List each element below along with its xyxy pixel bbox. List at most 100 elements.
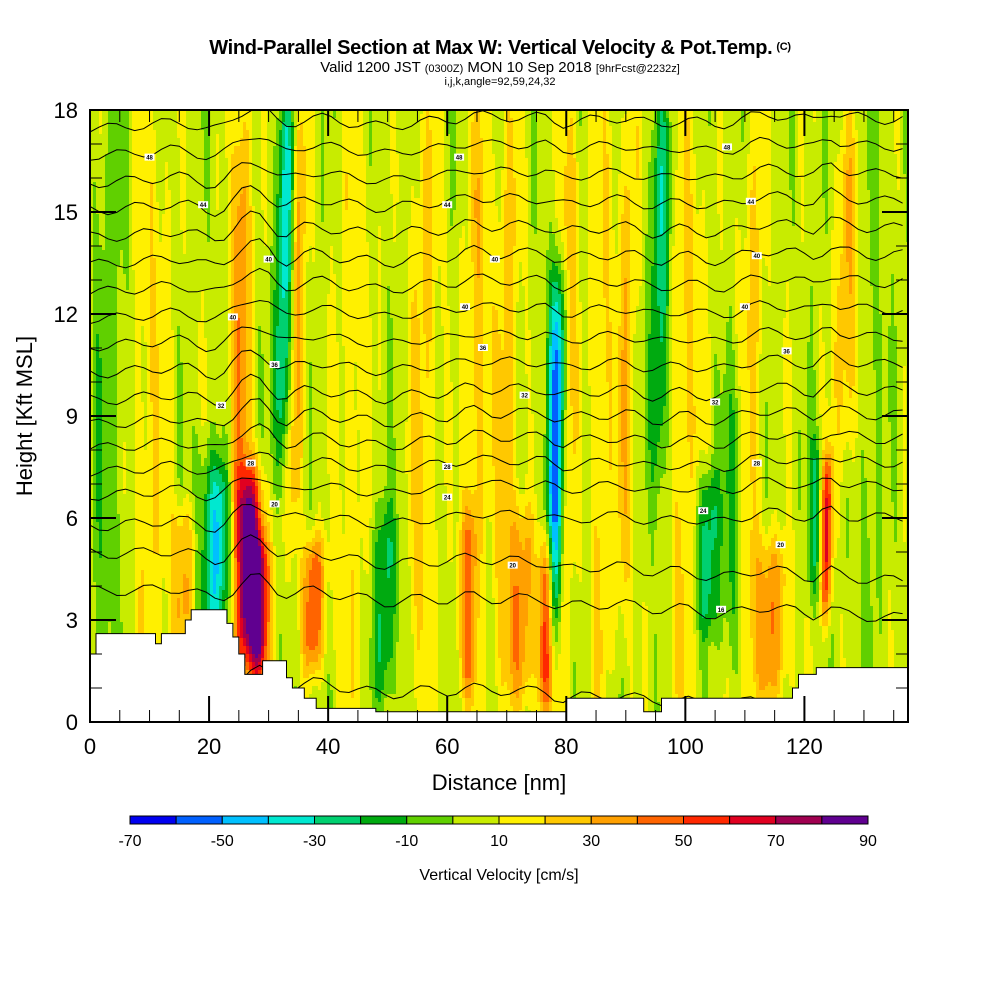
w-cell [261,110,265,211]
w-cell [540,526,544,547]
w-cell [624,278,628,515]
contour-label-box [269,361,280,368]
w-cell [624,186,628,279]
w-cell [516,530,520,587]
w-cell [354,110,358,363]
w-cell [615,630,619,722]
w-cell [621,562,625,615]
w-cell [153,554,157,687]
w-cell [393,110,397,243]
w-cell [324,654,328,722]
contour-label: 32 [215,401,226,410]
w-cell [534,234,538,495]
w-cell [480,110,484,139]
w-cell [621,118,625,215]
w-cell [216,110,220,135]
w-cell [846,442,850,499]
w-cell [888,326,892,423]
w-cell [498,334,502,659]
w-cell [828,406,832,443]
w-cell [558,350,562,447]
w-cell [864,478,868,722]
w-cell [558,110,562,231]
w-cell [264,510,268,527]
w-cell [525,506,529,539]
w-cell [555,642,559,671]
w-cell [342,534,346,722]
w-cell [612,230,616,671]
w-cell [387,110,391,287]
w-cell [414,698,418,722]
w-cell [822,614,826,627]
w-cell [573,110,577,159]
contour-label: 36 [477,344,488,352]
w-cell [702,618,706,643]
w-cell [258,518,262,531]
w-cell [354,362,358,411]
w-cell [264,646,268,667]
w-cell [609,110,613,127]
w-cell [891,502,895,631]
w-cell [492,110,496,155]
w-cell [636,126,640,179]
w-cell [558,622,562,655]
w-cell [498,658,502,722]
w-cell [201,130,205,291]
w-cell [201,426,205,467]
w-cell [213,422,217,451]
w-cell [258,502,262,519]
w-cell [879,314,883,635]
w-cell [693,406,697,435]
w-cell [546,574,550,607]
colorbar-segment [175,815,223,825]
w-cell [234,146,238,227]
w-cell [144,110,148,343]
w-cell [711,110,715,455]
w-cell [249,646,253,655]
colorbar-tick-label: 70 [767,833,785,850]
w-cell [234,558,238,651]
w-cell [741,250,745,715]
w-cell [267,482,271,523]
w-cell [309,554,313,571]
w-cell [552,170,556,235]
contour-label-box [775,541,786,549]
w-cell [309,662,313,675]
w-cell [258,482,262,503]
w-cell [312,662,316,675]
y-axis-title: Height [Kft MSL] [12,336,37,496]
w-cell [717,370,721,471]
w-cell [687,110,691,119]
contour-label: 32 [710,398,721,406]
w-cell [474,218,478,407]
w-cell [387,538,391,579]
w-cell [237,110,241,147]
w-cell [762,546,766,575]
w-cell [243,122,247,187]
w-cell [819,590,823,627]
w-cell [381,526,385,691]
w-cell [435,110,439,283]
w-cell [240,438,244,463]
w-cell [306,602,310,647]
w-cell [522,494,526,519]
w-cell [330,690,334,722]
w-cell [729,394,733,583]
w-cell [381,110,385,499]
w-cell [633,334,637,722]
contour-label-text: 28 [753,462,760,468]
w-cell [705,522,709,615]
contour-label: 40 [227,313,238,321]
colorbar-segment [590,815,638,825]
w-cell [156,346,160,555]
w-cell [636,306,640,722]
w-cell [234,226,238,463]
w-cell [720,250,724,395]
w-cell [663,110,667,123]
colorbar-segment [544,815,592,825]
w-cell [213,482,217,511]
w-cell [366,110,370,243]
w-cell [126,110,130,291]
w-cell [375,698,379,722]
w-cell [237,318,241,467]
